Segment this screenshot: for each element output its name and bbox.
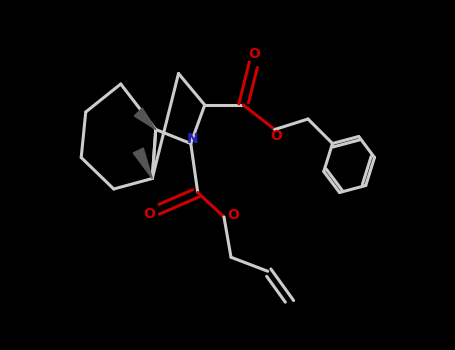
Polygon shape xyxy=(133,148,152,178)
Text: N: N xyxy=(187,132,198,146)
Polygon shape xyxy=(134,108,156,130)
Text: O: O xyxy=(143,206,155,220)
Text: O: O xyxy=(248,47,260,61)
Text: O: O xyxy=(271,130,283,144)
Text: O: O xyxy=(227,208,239,222)
